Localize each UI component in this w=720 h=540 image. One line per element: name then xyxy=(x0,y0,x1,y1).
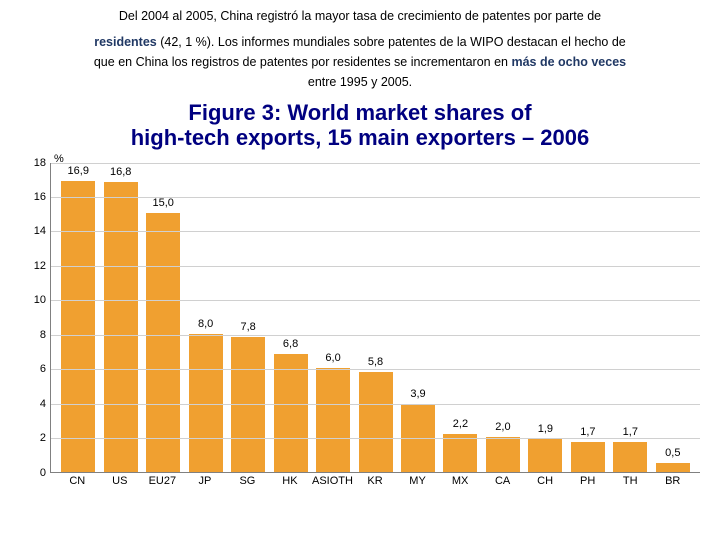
gridline xyxy=(51,163,700,164)
bar-slot: 16,9 xyxy=(57,163,99,472)
bar: 16,9 xyxy=(61,181,95,472)
bar-slot: 0,5 xyxy=(652,163,694,472)
bar-slot: 7,8 xyxy=(227,163,269,472)
bar-value-label: 16,8 xyxy=(110,166,131,178)
bars-container: 16,916,815,08,07,86,86,05,83,92,22,01,91… xyxy=(51,163,700,472)
bar-slot: 15,0 xyxy=(142,163,184,472)
x-tick-label: US xyxy=(112,475,127,487)
y-tick-label: 8 xyxy=(22,329,46,341)
bar-value-label: 6,0 xyxy=(325,352,340,364)
x-tick-label: CA xyxy=(495,475,510,487)
x-tick-label: TH xyxy=(623,475,638,487)
caption-line4: entre 1995 y 2005. xyxy=(30,72,690,92)
plot-area: 16,916,815,08,07,86,86,05,83,92,22,01,91… xyxy=(50,163,700,473)
x-tick-label: ASIOTH xyxy=(312,475,353,487)
x-tick-label: HK xyxy=(282,475,297,487)
bar: 1,7 xyxy=(571,442,605,471)
bar-value-label: 1,7 xyxy=(580,426,595,438)
bar-chart: % 16,916,815,08,07,86,86,05,83,92,22,01,… xyxy=(10,153,710,503)
bar-value-label: 7,8 xyxy=(240,321,255,333)
bar-slot: 16,8 xyxy=(99,163,141,472)
x-tick-label: CH xyxy=(537,475,553,487)
x-tick-label: BR xyxy=(665,475,680,487)
chart-title: Figure 3: World market shares of high-te… xyxy=(0,100,720,151)
x-tick-label: KR xyxy=(367,475,382,487)
caption-bold-residentes: residentes xyxy=(94,35,157,49)
bar-slot: 2,0 xyxy=(482,163,524,472)
bar-slot: 8,0 xyxy=(184,163,226,472)
bar-value-label: 2,2 xyxy=(453,418,468,430)
header-caption: Del 2004 al 2005, China registró la mayo… xyxy=(0,0,720,94)
gridline xyxy=(51,438,700,439)
x-tick-label: MY xyxy=(409,475,426,487)
bar-value-label: 15,0 xyxy=(152,197,173,209)
bar: 15,0 xyxy=(146,213,180,471)
bar-slot: 1,7 xyxy=(567,163,609,472)
bar-slot: 1,7 xyxy=(609,163,651,472)
bar-slot: 6,0 xyxy=(312,163,354,472)
caption-line2: residentes (42, 1 %). Los informes mundi… xyxy=(30,32,690,52)
y-tick-label: 6 xyxy=(22,363,46,375)
bar-slot: 3,9 xyxy=(397,163,439,472)
bar-value-label: 16,9 xyxy=(68,165,89,177)
bar-value-label: 0,5 xyxy=(665,447,680,459)
x-tick-label: JP xyxy=(198,475,211,487)
bar-value-label: 5,8 xyxy=(368,356,383,368)
bar: 2,0 xyxy=(486,437,520,471)
x-tick-label: CN xyxy=(69,475,85,487)
y-tick-label: 14 xyxy=(22,225,46,237)
gridline xyxy=(51,369,700,370)
bar-value-label: 8,0 xyxy=(198,318,213,330)
caption-line1: Del 2004 al 2005, China registró la mayo… xyxy=(30,6,690,26)
bar-value-label: 3,9 xyxy=(410,388,425,400)
caption-line3: que en China los registros de patentes p… xyxy=(30,52,690,72)
bar-slot: 1,9 xyxy=(524,163,566,472)
caption-bold-ocho-veces: más de ocho veces xyxy=(511,55,626,69)
gridline xyxy=(51,404,700,405)
y-tick-label: 4 xyxy=(22,398,46,410)
x-tick-label: SG xyxy=(239,475,255,487)
bar-slot: 2,2 xyxy=(439,163,481,472)
bar-value-label: 2,0 xyxy=(495,421,510,433)
y-tick-label: 16 xyxy=(22,191,46,203)
bar: 1,9 xyxy=(528,439,562,472)
bar-slot: 5,8 xyxy=(354,163,396,472)
bar-slot: 6,8 xyxy=(269,163,311,472)
y-tick-label: 2 xyxy=(22,432,46,444)
gridline xyxy=(51,300,700,301)
y-tick-label: 0 xyxy=(22,467,46,479)
bar: 6,8 xyxy=(274,354,308,471)
bar-value-label: 1,9 xyxy=(538,423,553,435)
y-tick-label: 10 xyxy=(22,294,46,306)
gridline xyxy=(51,231,700,232)
bar: 5,8 xyxy=(359,372,393,472)
bar-value-label: 1,7 xyxy=(623,426,638,438)
bar: 8,0 xyxy=(189,334,223,472)
gridline xyxy=(51,266,700,267)
bar-value-label: 6,8 xyxy=(283,338,298,350)
bar: 0,5 xyxy=(656,463,690,472)
bar: 16,8 xyxy=(104,182,138,471)
bar: 2,2 xyxy=(443,434,477,472)
y-tick-label: 12 xyxy=(22,260,46,272)
gridline xyxy=(51,335,700,336)
gridline xyxy=(51,197,700,198)
x-tick-label: PH xyxy=(580,475,595,487)
x-tick-label: MX xyxy=(452,475,469,487)
x-tick-label: EU27 xyxy=(149,475,177,487)
bar: 6,0 xyxy=(316,368,350,471)
bar: 1,7 xyxy=(613,442,647,471)
y-tick-label: 18 xyxy=(22,157,46,169)
